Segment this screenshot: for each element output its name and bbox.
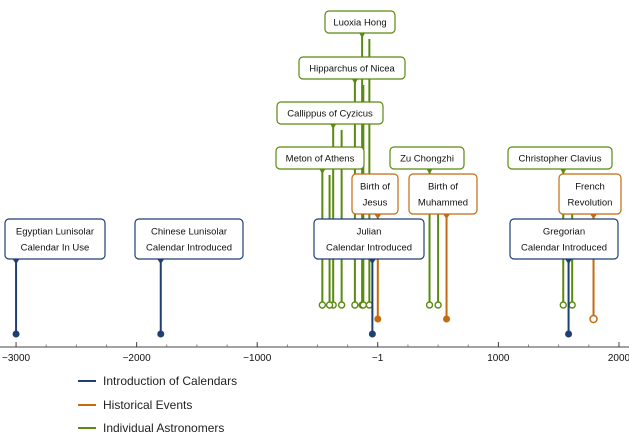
label-box-frame [507, 146, 613, 170]
x-tick-label: 1000 [487, 353, 510, 364]
event-label-box: Callippus of Cyzicus [276, 101, 384, 125]
span-end-marker [337, 301, 346, 309]
span-end-marker [434, 301, 442, 309]
legend-item: Introduction of Calendars [78, 374, 237, 388]
event-label-text: Revolution [568, 198, 613, 209]
label-box-frame [408, 173, 478, 215]
label-box-frame [509, 218, 619, 260]
event-label-text: Hipparchus of Nicea [309, 64, 395, 75]
event-point-marker [12, 330, 20, 338]
event-pointer [12, 259, 20, 264]
span-pointer [319, 169, 326, 174]
axis-layer: −3000 −2000 −1000 −1 1000 2000 [0, 342, 629, 364]
event-egyptian-lunisolar-calendar-in-use [12, 259, 20, 338]
event-label-text: Christopher Clavius [519, 154, 602, 165]
event-label-text: Calendar Introduced [146, 243, 232, 254]
legend-item: Historical Events [78, 398, 192, 412]
event-label-text: Calendar Introduced [326, 243, 412, 254]
event-pointer [374, 214, 382, 219]
event-pointer [368, 259, 376, 264]
event-gregorian-calendar-introduced [565, 259, 573, 338]
label-box-frame [558, 173, 622, 215]
span-pointer [426, 169, 433, 174]
event-point-marker [157, 330, 165, 338]
x-tick-label: −3000 [2, 353, 31, 364]
event-label-text: Muhammed [418, 198, 468, 209]
event-label-box: Zu Chongzhi [389, 146, 465, 170]
event-label-text: Egyptian Lunisolar [16, 227, 94, 238]
legend-label: Introduction of Calendars [103, 374, 237, 388]
event-label-text: Luoxia Hong [333, 18, 386, 29]
event-open-marker [589, 314, 598, 324]
event-labels-layer: Luoxia Hong Hipparchus of Nicea Callippus … [4, 10, 622, 260]
event-label-box: Christopher Clavius [507, 146, 613, 170]
x-tick-label: −1000 [243, 353, 272, 364]
label-box-frame [298, 56, 406, 80]
event-label-box: Chinese Lunisolar Calendar Introduced [134, 218, 244, 260]
label-box-frame [4, 218, 106, 260]
event-label-text: Gregorian [543, 227, 585, 238]
legend: Introduction of Calendars Historical Even… [78, 374, 237, 435]
event-chinese-lunisolar-calendar-introduced [157, 259, 165, 338]
event-pointer [590, 214, 598, 219]
event-label-box: Julian Calendar Introduced [313, 218, 425, 260]
event-label-box: Luoxia Hong [324, 10, 396, 34]
event-point-marker [565, 330, 573, 338]
event-label-text: Meton of Athens [286, 154, 355, 165]
span-start-marker [351, 301, 359, 309]
event-label-box: Birth of Muhammed [408, 173, 478, 215]
event-label-text: Zu Chongzhi [400, 154, 454, 165]
x-tick-label: −2000 [123, 353, 152, 364]
event-point-marker [374, 315, 382, 323]
span-start-marker [425, 301, 434, 309]
legend-label: Historical Events [103, 398, 192, 412]
x-tick-label: −1 [372, 353, 384, 364]
event-label-text: Calendar In Use [21, 243, 90, 254]
event-julian-calendar-introduced [368, 259, 376, 338]
label-box-frame [276, 101, 384, 125]
span-pointer [560, 169, 567, 174]
event-label-box: French Revolution [558, 173, 622, 215]
x-tick-label: 2000 [608, 353, 629, 364]
label-box-frame [134, 218, 244, 260]
event-label-box: Egyptian Lunisolar Calendar In Use [4, 218, 106, 260]
event-pointer [443, 214, 451, 219]
label-box-frame [389, 146, 465, 170]
event-label-box: Gregorian Calendar Introduced [509, 218, 619, 260]
event-label-text: Callippus of Cyzicus [287, 109, 373, 120]
event-label-box: Hipparchus of Nicea [298, 56, 406, 80]
legend-label: Individual Astronomers [103, 421, 224, 435]
span-end-marker [325, 301, 334, 309]
event-label-box: Birth of Jesus [351, 173, 399, 215]
label-box-frame [313, 218, 425, 260]
event-label-text: French [575, 182, 605, 193]
span-start-marker [559, 301, 567, 309]
legend-item: Individual Astronomers [78, 421, 224, 435]
event-birth-of-muhammed [443, 214, 451, 323]
event-label-text: Calendar Introduced [521, 243, 607, 254]
span-end-marker [359, 301, 368, 309]
event-point-marker [368, 330, 376, 338]
label-box-frame [275, 146, 365, 170]
event-label-text: Birth of [360, 182, 390, 193]
event-point-marker [443, 315, 451, 323]
span-start-marker [318, 301, 327, 309]
span-pointer [351, 79, 358, 84]
event-label-text: Jesus [363, 198, 388, 209]
span-pointer [359, 33, 366, 38]
event-pointer [157, 259, 165, 264]
event-pointer [565, 259, 573, 264]
event-label-text: Chinese Lunisolar [151, 227, 227, 238]
span-end-marker [568, 301, 576, 309]
event-label-text: Julian [357, 227, 382, 238]
span-pointer [330, 124, 337, 129]
event-label-box: Meton of Athens [275, 146, 365, 170]
event-label-text: Birth of [428, 182, 458, 193]
label-box-frame [324, 10, 396, 34]
label-box-frame [351, 173, 399, 215]
